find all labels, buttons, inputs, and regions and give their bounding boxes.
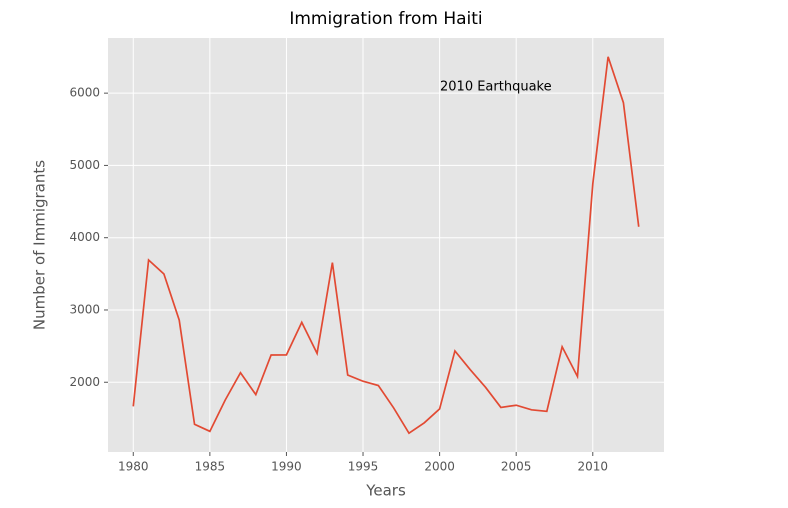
y-tick-label: 3000 — [69, 302, 100, 316]
y-tick-label: 2000 — [69, 375, 100, 389]
chart-title: Immigration from Haiti — [289, 9, 482, 29]
x-tick-label: 2000 — [424, 460, 455, 474]
x-tick-label: 1990 — [271, 460, 302, 474]
grid: 2000 3000 4000 5000 6000 1980 1985 1990 1995 2000… — [69, 38, 664, 474]
y-tick-label: 6000 — [69, 86, 100, 100]
line — [132, 56, 640, 435]
y-tick-label: 4000 — [69, 230, 100, 244]
annotation: 2010 Earthquake — [440, 80, 552, 95]
plot-area — [108, 38, 664, 452]
x-tick-label: 1985 — [195, 460, 226, 474]
x-tick-label: 2005 — [501, 460, 532, 474]
x-axis-label: Years — [365, 482, 406, 500]
marks — [132, 56, 640, 435]
y-axis-label: Number of Immigrants — [31, 160, 49, 330]
x-tick-label: 2010 — [578, 460, 609, 474]
x-tick-label: 1995 — [348, 460, 379, 474]
x-tick-label: 1980 — [118, 460, 149, 474]
y-tick-label: 5000 — [69, 158, 100, 172]
